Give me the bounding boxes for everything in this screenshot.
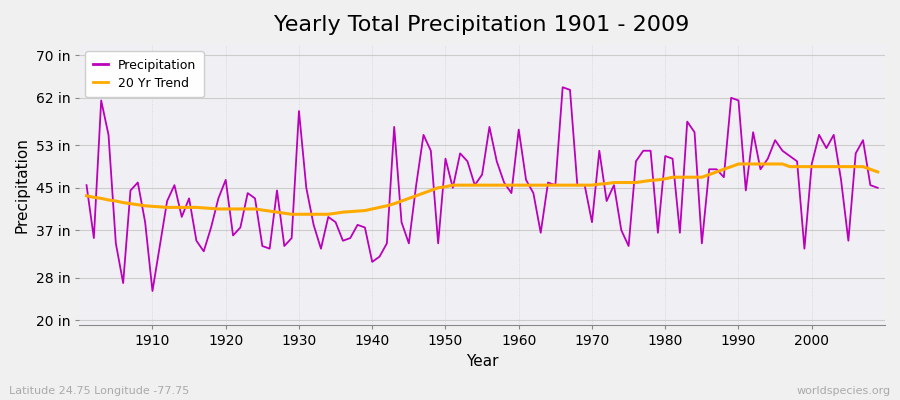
Line: Precipitation: Precipitation — [86, 87, 878, 291]
20 Yr Trend — [608, 180, 619, 185]
Text: Latitude 24.75 Longitude -77.75: Latitude 24.75 Longitude -77.75 — [9, 386, 189, 396]
Precipitation — [81, 183, 92, 188]
Precipitation — [872, 185, 883, 190]
Precipitation — [147, 289, 158, 294]
Text: worldspecies.org: worldspecies.org — [796, 386, 891, 396]
Y-axis label: Precipitation: Precipitation — [15, 137, 30, 233]
20 Yr Trend — [734, 162, 744, 166]
Precipitation — [616, 228, 626, 232]
Line: 20 Yr Trend: 20 Yr Trend — [86, 164, 878, 214]
20 Yr Trend — [352, 209, 363, 214]
Precipitation — [513, 127, 524, 132]
Title: Yearly Total Precipitation 1901 - 2009: Yearly Total Precipitation 1901 - 2009 — [274, 15, 689, 35]
20 Yr Trend — [140, 203, 150, 208]
20 Yr Trend — [872, 170, 883, 174]
Precipitation — [308, 222, 319, 227]
X-axis label: Year: Year — [466, 354, 499, 369]
Precipitation — [352, 222, 363, 227]
Legend: Precipitation, 20 Yr Trend: Precipitation, 20 Yr Trend — [86, 51, 203, 97]
20 Yr Trend — [286, 212, 297, 217]
20 Yr Trend — [81, 193, 92, 198]
Precipitation — [140, 220, 150, 225]
20 Yr Trend — [513, 183, 524, 188]
20 Yr Trend — [521, 183, 532, 188]
20 Yr Trend — [308, 212, 319, 217]
Precipitation — [521, 178, 532, 182]
Precipitation — [557, 85, 568, 90]
